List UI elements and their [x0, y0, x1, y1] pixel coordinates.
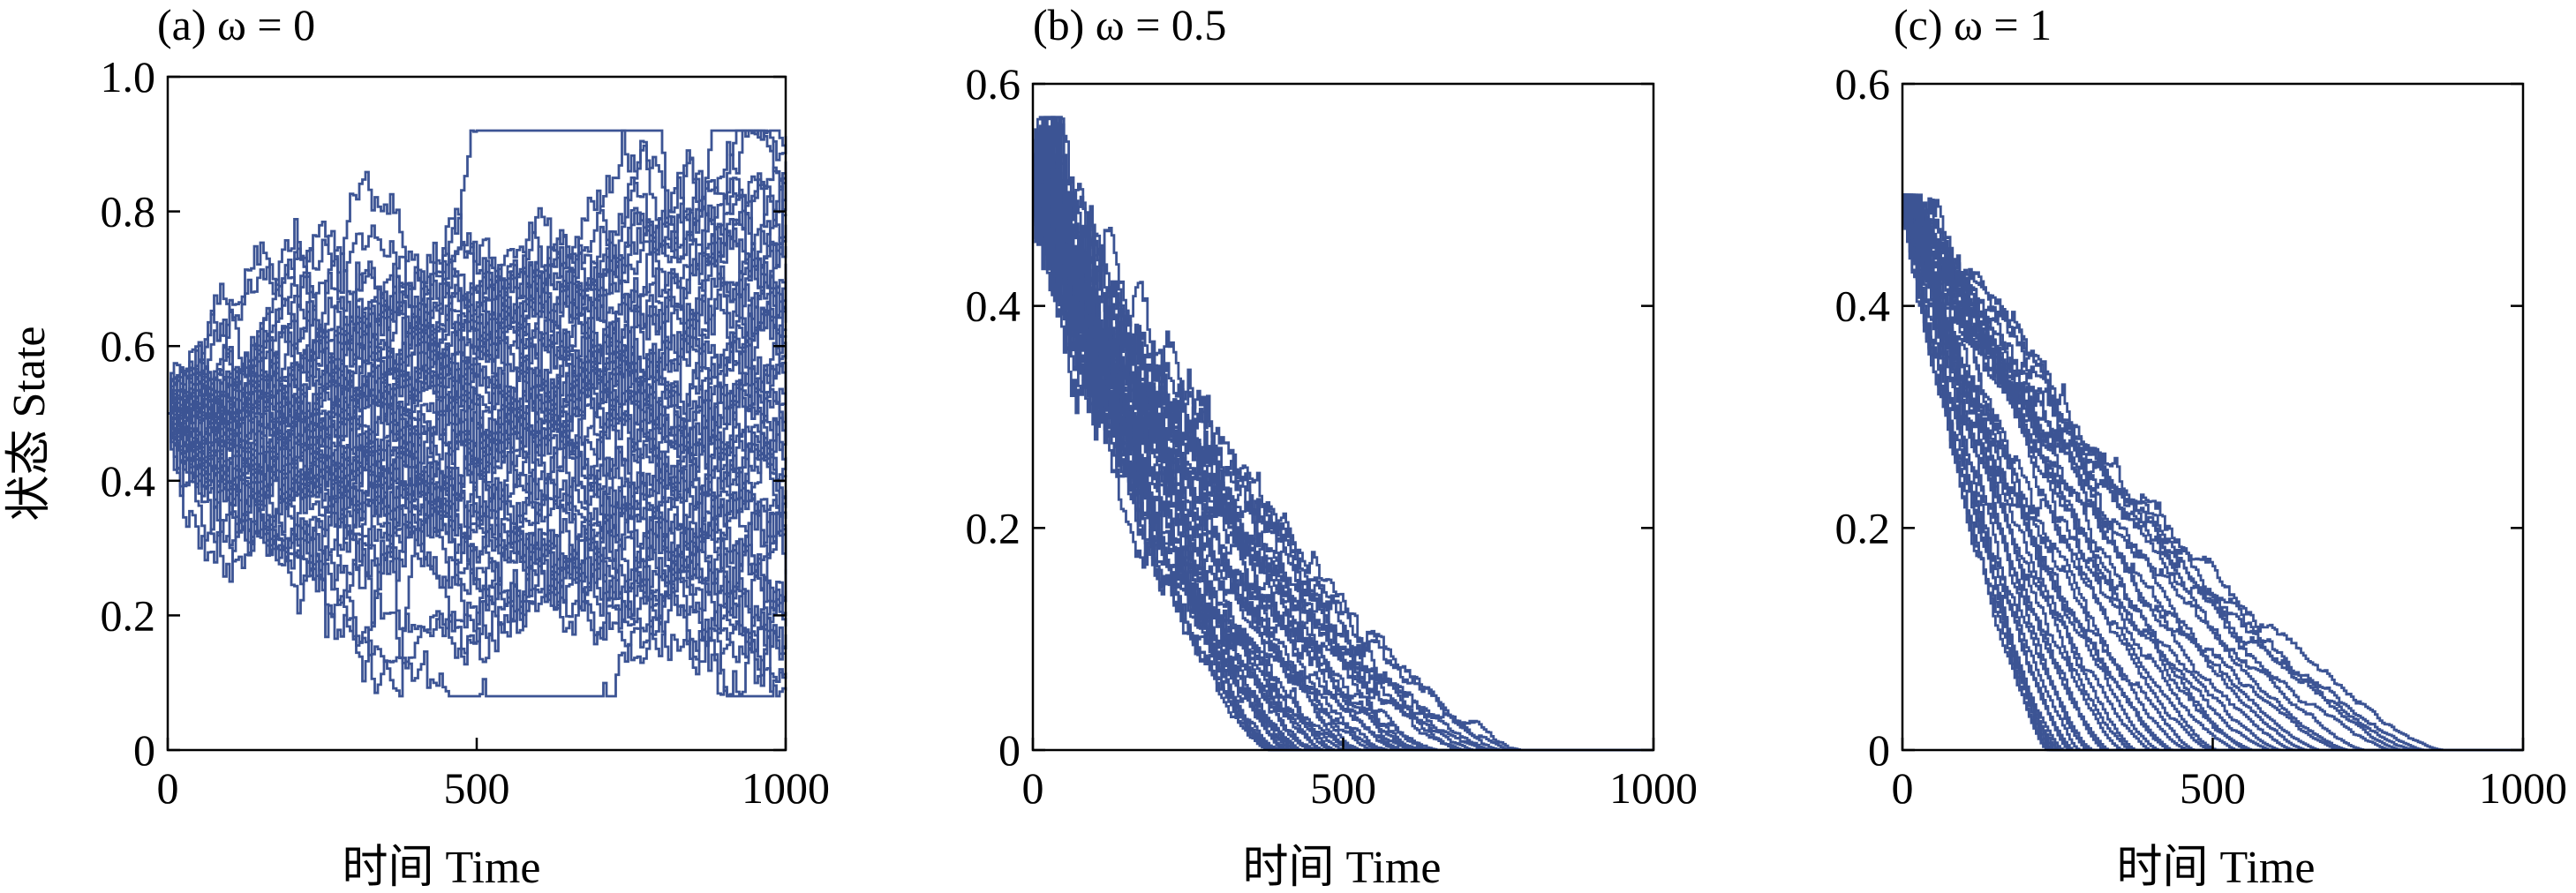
y-tick-label: 1.0 [101, 52, 156, 101]
y-tick-label: 0 [133, 725, 155, 775]
x-tick-label: 0 [1892, 763, 1914, 813]
x-tick-label: 500 [1310, 763, 1376, 813]
panel-a-y-axis-title: 状态 State [4, 326, 55, 522]
series-line-c [1902, 193, 2523, 752]
y-tick-label: 0.8 [101, 187, 156, 236]
x-tick-label: 500 [444, 763, 510, 813]
y-tick-label: 0.6 [1835, 59, 1891, 109]
x-tick-label: 0 [157, 763, 179, 813]
series-line-a [168, 176, 787, 582]
panel-a-plot-area [168, 129, 787, 698]
y-tick-label: 0.2 [1835, 503, 1891, 552]
panel-b: (b) ω = 0.5 0 500 1000 0 0.2 0.4 0.6 时间 Time [966, 0, 1699, 893]
series-line-b [1033, 159, 1653, 752]
series-line-a [168, 129, 787, 499]
series-line-b [1033, 152, 1653, 752]
y-tick-label: 0.4 [966, 281, 1021, 331]
series-line-a [168, 241, 787, 501]
panel-c-x-axis-title: 时间 Time [2117, 843, 2316, 893]
y-tick-label: 0.6 [966, 59, 1021, 109]
panel-a-title: (a) ω = 0 [157, 0, 315, 49]
panel-c-title: (c) ω = 1 [1894, 0, 2052, 49]
y-tick-label: 0.2 [966, 503, 1021, 552]
panel-a: (a) ω = 0 0 500 1000 0 0.2 0.4 0.6 0.8 1.0 时间 Ti… [4, 0, 830, 893]
panel-a-ticks: 0 500 1000 0 0.2 0.4 0.6 0.8 1.0 [101, 52, 831, 813]
panel-a-x-axis-title: 时间 Time [343, 843, 541, 893]
series-line-a [168, 129, 787, 606]
y-tick-label: 0.4 [1835, 281, 1891, 331]
x-tick-label: 1000 [742, 763, 830, 813]
y-tick-label: 0 [1868, 725, 1890, 775]
series-line-a [168, 129, 787, 445]
x-tick-label: 0 [1022, 763, 1044, 813]
y-tick-label: 0.6 [101, 321, 156, 371]
y-tick-label: 0.4 [101, 456, 156, 506]
series-line-c [1902, 193, 2523, 752]
panel-b-x-axis-title: 时间 Time [1243, 843, 1442, 893]
x-tick-label: 1000 [1609, 763, 1698, 813]
series-line-b [1033, 170, 1653, 752]
series-line-a [168, 172, 787, 468]
panel-c-ticks: 0 500 1000 0 0.2 0.4 0.6 [1835, 59, 2568, 813]
y-tick-label: 0.2 [101, 590, 156, 640]
series-line-b [1033, 116, 1653, 752]
series-line-c [1902, 203, 2523, 752]
panel-b-ticks: 0 500 1000 0 0.2 0.4 0.6 [966, 59, 1699, 813]
series-line-a [168, 330, 787, 634]
y-tick-label: 0 [998, 725, 1021, 775]
panel-b-title: (b) ω = 0.5 [1033, 0, 1226, 49]
panel-c: (c) ω = 1 0 500 1000 0 0.2 0.4 0.6 时间 Time [1835, 0, 2568, 893]
x-tick-label: 1000 [2479, 763, 2567, 813]
x-tick-label: 500 [2180, 763, 2246, 813]
